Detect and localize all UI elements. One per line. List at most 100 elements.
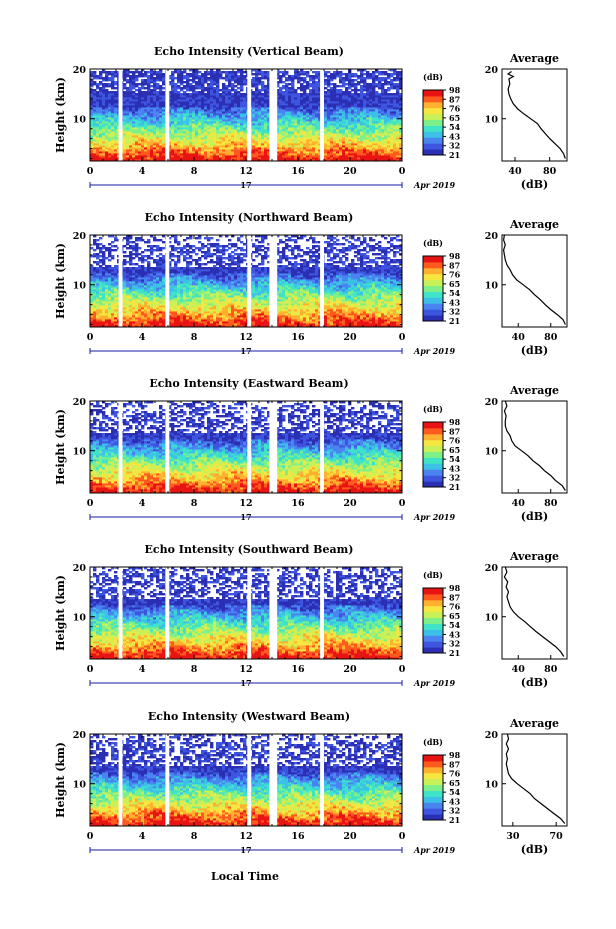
heatmap-cell [135,75,139,78]
heatmap-cell [369,135,373,138]
heatmap-cell [228,117,232,120]
heatmap-cell [90,119,94,122]
heatmap-cell [297,93,301,96]
heatmap-cell [132,133,136,136]
heatmap-cell [180,159,184,162]
heatmap-cell [354,115,358,118]
heatmap-cell [291,125,295,128]
heatmap-cell [315,143,319,146]
heatmap-cell [138,147,142,150]
heatmap-cell [396,159,400,162]
heatmap-cell [138,121,142,124]
heatmap-cell [222,71,226,74]
heatmap-cell [324,123,328,126]
heatmap-cell [357,139,361,142]
heatmap-cell [267,111,271,114]
heatmap-cell [255,159,259,162]
heatmap-cell [228,123,232,126]
heatmap-cell [399,149,403,152]
heatmap-cell [147,111,151,114]
heatmap-cell [147,115,151,118]
heatmap-cell [303,111,307,114]
heatmap-cell [393,139,397,142]
heatmap-cell [204,151,208,154]
heatmap-cell [111,141,115,144]
heatmap-cell [237,155,241,158]
heatmap-cell [90,121,94,124]
heatmap-cell [168,143,172,146]
heatmap-cell [345,143,349,146]
heatmap-cell [186,147,190,150]
heatmap-cell [198,151,202,154]
heatmap-cell [90,153,94,156]
heatmap-cell [222,139,226,142]
heatmap-cell [243,143,247,146]
heatmap-cell [159,133,163,136]
heatmap-cell [150,153,154,156]
heatmap-cell [357,159,361,162]
heatmap-cell [192,139,196,142]
heatmap-cell [123,121,127,124]
heatmap-cell [324,131,328,134]
heatmap-cell [339,149,343,152]
heatmap-cell [123,127,127,130]
heatmap-cell [225,119,229,122]
heatmap-cell [294,111,298,114]
heatmap-cell [342,143,346,146]
heatmap-cell [300,155,304,158]
heatmap-cell [123,91,127,94]
heatmap-cell [162,125,166,128]
heatmap-cell [102,129,106,132]
heatmap-cell [189,127,193,130]
heatmap-cell [102,149,106,152]
heatmap-cell [153,123,157,126]
heatmap-cell [216,147,220,150]
heatmap-cell [132,157,136,160]
heatmap-cell [102,77,106,80]
heatmap-cell [96,137,100,140]
heatmap-cell [264,139,268,142]
heatmap-cell [150,115,154,118]
heatmap-cell [381,115,385,118]
heatmap-cell [336,111,340,114]
heatmap-cell [138,135,142,138]
heatmap-cell [192,129,196,132]
heatmap-cell [210,145,214,148]
heatmap-cell [132,135,136,138]
heatmap-cell [234,119,238,122]
heatmap-cell [219,157,223,160]
heatmap-cell [282,131,286,134]
heatmap-cell [393,131,397,134]
heatmap-cell [384,71,388,74]
heatmap-cell [93,121,97,124]
heatmap-cell [330,119,334,122]
heatmap-cell [330,147,334,150]
heatmap-cell [297,157,301,160]
heatmap-cell [306,125,310,128]
heatmap-cell [102,155,106,158]
heatmap-cell [159,125,163,128]
heatmap-cell [324,87,328,90]
heatmap-cell [342,111,346,114]
heatmap-cell [138,87,142,90]
heatmap-cell [237,121,241,124]
heatmap-cell [384,151,388,154]
heatmap-cell [222,111,226,114]
heatmap-cell [291,141,295,144]
heatmap-cell [348,123,352,126]
heatmap-cell [90,123,94,126]
heatmap-cell [297,133,301,136]
heatmap-cell [90,133,94,136]
heatmap-cell [96,141,100,144]
heatmap-cell [180,155,184,158]
heatmap-cell [186,131,190,134]
heatmap-cell [201,119,205,122]
heatmap-cell [264,127,268,130]
heatmap-cell [390,143,394,146]
heatmap-cell [189,155,193,158]
heatmap-cell [312,139,316,142]
heatmap-cell [90,135,94,138]
heatmap-cell [138,159,142,162]
heatmap-cell [390,121,394,124]
heatmap-cell [366,141,370,144]
